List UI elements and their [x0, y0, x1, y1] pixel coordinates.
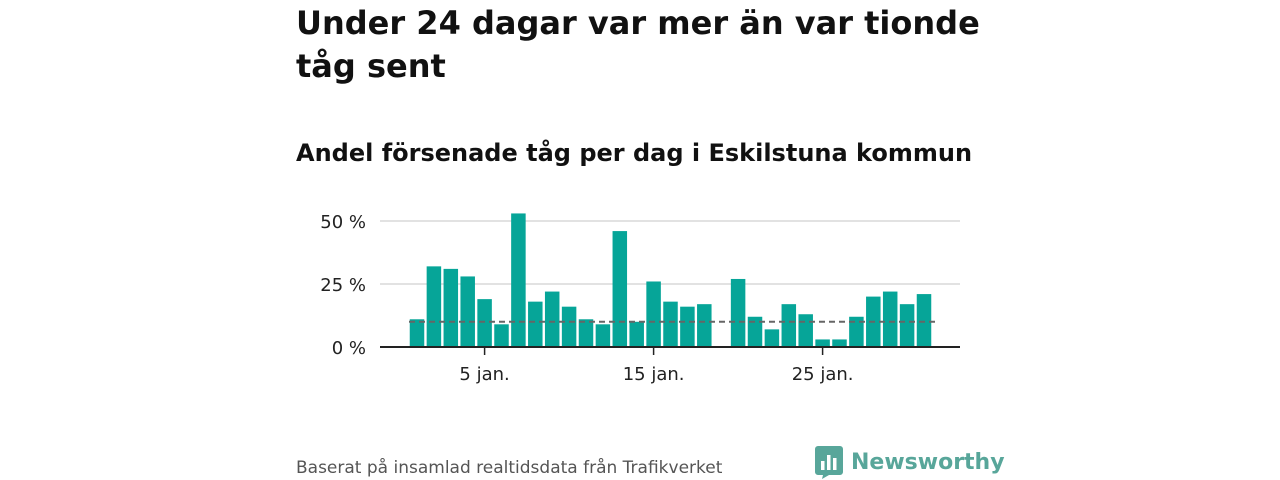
bar	[646, 281, 661, 347]
brand-logo: Newsworthy	[815, 446, 1005, 479]
bar	[882, 291, 898, 347]
bar	[426, 266, 442, 347]
bar	[629, 321, 644, 347]
bar	[494, 324, 509, 347]
bar	[443, 268, 459, 347]
chart-title: Andel försenade tåg per dag i Eskilstuna…	[296, 139, 973, 167]
y-tick-label: 50 %	[320, 212, 366, 233]
bar	[697, 304, 712, 347]
bar	[798, 314, 813, 347]
bar	[849, 316, 864, 347]
bar	[544, 291, 560, 347]
bar	[916, 294, 932, 347]
bar	[747, 316, 763, 347]
y-tick-label: 25 %	[320, 275, 366, 296]
bar	[730, 278, 746, 347]
bars	[409, 213, 932, 347]
bar	[477, 299, 492, 347]
x-tick-label: 5 jan.	[459, 364, 509, 385]
x-axis-ticks: 5 jan. 15 jan. 25 jan.	[459, 347, 853, 385]
source-note: Baserat på insamlad realtidsdata från Tr…	[296, 458, 723, 478]
bar	[781, 304, 797, 347]
brand-name: Newsworthy	[851, 449, 1005, 475]
bar	[899, 304, 915, 347]
headline: Under 24 dagar var mer än var tionde tåg…	[296, 4, 980, 85]
bar	[460, 276, 475, 347]
bar	[832, 339, 847, 347]
bar	[595, 324, 611, 347]
x-tick-label: 15 jan.	[623, 364, 685, 385]
bar	[561, 306, 577, 347]
y-tick-label: 0 %	[332, 338, 366, 359]
bar	[764, 329, 780, 347]
bar	[815, 339, 830, 347]
y-axis-ticks: 0 % 25 % 50 %	[320, 212, 366, 359]
bar	[612, 231, 628, 347]
bar	[663, 301, 678, 347]
bar	[409, 319, 425, 347]
x-tick-label: 25 jan.	[792, 364, 854, 385]
bar	[511, 213, 526, 347]
bar	[528, 301, 543, 347]
chart: 0 % 25 % 50 % 5 jan. 15 jan. 25 jan.	[320, 212, 960, 385]
newsworthy-logo-icon	[815, 446, 843, 479]
bar	[680, 306, 695, 347]
gridlines	[380, 220, 960, 285]
bar	[578, 319, 594, 347]
